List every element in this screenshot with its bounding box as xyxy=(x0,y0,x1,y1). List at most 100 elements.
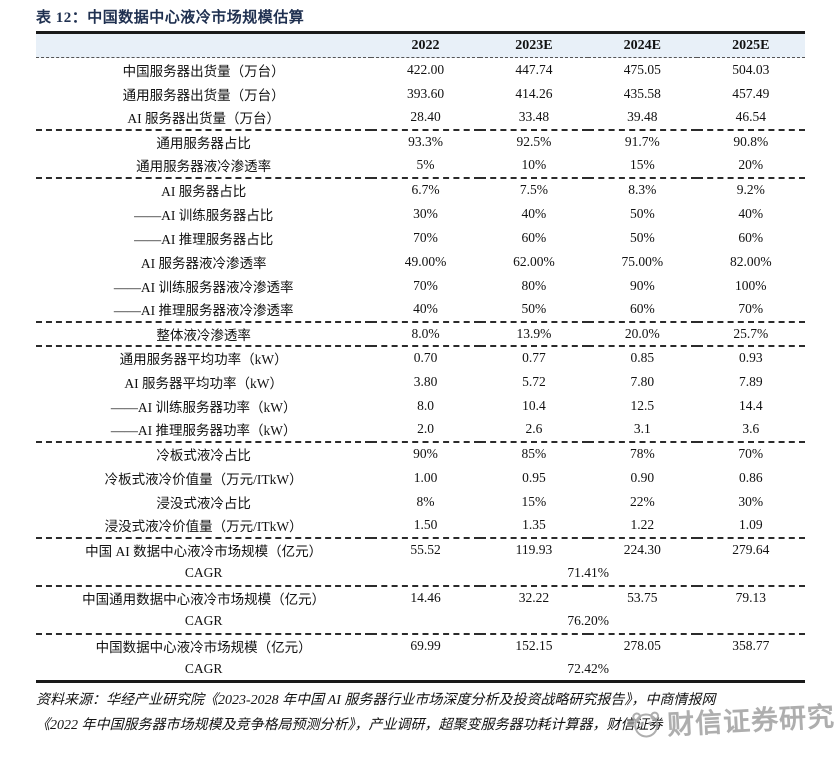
cell-value: 3.1 xyxy=(633,421,651,436)
cell-value: 15% xyxy=(521,493,547,509)
cell-value: 90.8% xyxy=(696,128,805,154)
cell-value: 393.60 xyxy=(406,85,445,101)
cagr-value: 71.41% xyxy=(567,565,609,580)
cell-value: 278.05 xyxy=(588,632,697,658)
cell-value: 30% xyxy=(738,493,764,509)
cell-value: 1.09 xyxy=(738,517,763,532)
cell-value: 3.80 xyxy=(413,373,438,389)
cell-value: 152.15 xyxy=(479,632,589,658)
row-label: 中国服务器出货量（万台） xyxy=(122,63,285,79)
cell-value: 50% xyxy=(521,301,547,316)
cell-value: 0.77 xyxy=(479,344,589,370)
header-year-2022: 2022 xyxy=(371,31,480,58)
row-label: ——AI 推理服务器占比 xyxy=(134,231,274,247)
cell-value: 8.0% xyxy=(371,320,480,346)
cell-value: 0.95 xyxy=(522,469,546,485)
cell-value: 0.90 xyxy=(630,469,655,485)
row-label: ——AI 训练服务器液冷渗透率 xyxy=(113,279,294,295)
cell-value: 40% xyxy=(738,205,764,221)
row-label: 通用服务器占比 xyxy=(36,128,372,154)
row-label: 浸没式液冷占比 xyxy=(156,495,251,511)
cell-value: 0.93 xyxy=(696,344,805,370)
cell-value: 28.40 xyxy=(410,109,441,124)
cell-value: 2.0 xyxy=(417,421,434,436)
row-label: 冷板式液冷价值量（万元/ITkW） xyxy=(104,471,303,487)
row-label: 浸没式液冷价值量（万元/ITkW） xyxy=(104,519,303,534)
cagr-value: 72.42% xyxy=(371,657,805,683)
table-row: 通用服务器占比 93.3% 92.5% 91.7% 90.8% xyxy=(36,128,805,154)
cell-value: 75.00% xyxy=(621,253,664,269)
row-label: 中国 AI 数据中心液冷市场规模（亿元） xyxy=(36,536,372,562)
header-blank-cell xyxy=(36,31,372,58)
row-label: 整体液冷渗透率 xyxy=(36,320,372,346)
row-label: AI 服务器液冷渗透率 xyxy=(140,255,267,271)
row-label: 通用服务器平均功率（kW） xyxy=(36,344,372,370)
cagr-value: 76.20% xyxy=(567,613,609,628)
table-header: 2022 2023E 2024E 2025E xyxy=(36,31,805,58)
cell-value: 8% xyxy=(416,493,435,509)
cell-value: 79.13 xyxy=(696,584,805,610)
row-label: AI 服务器出货量（万台） xyxy=(127,111,280,126)
cell-value: 358.77 xyxy=(696,632,805,658)
cell-value: 15% xyxy=(629,157,655,172)
cell-value: 475.05 xyxy=(623,61,661,77)
source-line: 《2022 年中国服务器市场规模及竞争格局预测分析》，产业调研，超聚变服务器功耗… xyxy=(36,718,663,733)
cell-value: 60% xyxy=(738,229,764,245)
cell-value: 7.5% xyxy=(479,176,589,202)
cell-value: 82.00% xyxy=(729,253,772,269)
cell-value: 279.64 xyxy=(696,536,805,562)
cell-value: 447.74 xyxy=(515,61,553,77)
cell-value: 2.6 xyxy=(525,421,543,436)
table-row: AI 服务器占比 6.7% 7.5% 8.3% 9.2% xyxy=(36,176,805,202)
cell-value: 62.00% xyxy=(513,253,555,269)
cell-value: 22% xyxy=(629,493,655,509)
row-label: CAGR xyxy=(184,565,223,580)
table-title: 表 12：中国数据中心液冷市场规模估算 xyxy=(36,10,305,26)
cell-value: 92.5% xyxy=(479,128,589,154)
row-label: ——AI 推理服务器液冷渗透率 xyxy=(113,303,294,318)
source-note: 资料来源：华经产业研究院《2023-2028 年中国 AI 服务器行业市场深度分… xyxy=(36,688,811,738)
cell-value: 5.72 xyxy=(522,373,546,389)
table-row: 整体液冷渗透率 8.0% 13.9% 20.0% 25.7% xyxy=(36,320,805,346)
cell-value: 90% xyxy=(371,440,480,466)
cell-value: 53.75 xyxy=(588,584,697,610)
cell-value: 40% xyxy=(413,301,438,316)
cell-value: 20% xyxy=(738,157,764,172)
cell-value: 40% xyxy=(521,205,547,221)
cell-value: 8.3% xyxy=(588,176,697,202)
cell-value: 20.0% xyxy=(588,320,697,346)
table-row: ——AI 训练服务器功率（kW） 8.0 10.4 12.5 14.4 xyxy=(36,394,805,418)
cell-value: 14.46 xyxy=(371,584,480,610)
row-label: CAGR xyxy=(184,613,223,628)
cell-value: 14.4 xyxy=(738,397,763,413)
cell-value: 25.7% xyxy=(696,320,805,346)
table-body: 中国服务器出货量（万台） 422.00 447.74 475.05 504.03 通用服务… xyxy=(36,58,805,683)
table-row: 浸没式液冷价值量（万元/ITkW） 1.50 1.35 1.22 1.09 xyxy=(36,514,805,538)
header-year-2024E: 2024E xyxy=(588,31,697,58)
cell-value: 7.89 xyxy=(738,373,763,389)
table-row: ——AI 训练服务器占比 30% 40% 50% 40% xyxy=(36,202,805,226)
cell-value: 33.48 xyxy=(518,109,550,124)
table-row: AI 服务器平均功率（kW） 3.80 5.72 7.80 7.89 xyxy=(36,370,805,394)
cell-value: 1.00 xyxy=(413,469,438,485)
table-row: ——AI 推理服务器液冷渗透率 40% 50% 60% 70% xyxy=(36,298,805,322)
row-label: CAGR xyxy=(36,657,372,683)
cell-value: 32.22 xyxy=(479,584,589,610)
header-year-2023E: 2023E xyxy=(479,31,589,58)
table-row: ——AI 推理服务器功率（kW） 2.0 2.6 3.1 3.6 xyxy=(36,418,805,442)
table-row: AI 服务器液冷渗透率 49.00% 62.00% 75.00% 82.00% xyxy=(36,250,805,274)
cell-value: 69.99 xyxy=(371,632,480,658)
cell-value: 3.6 xyxy=(742,421,760,436)
cell-value: 435.58 xyxy=(623,85,661,101)
row-label: ——AI 训练服务器占比 xyxy=(134,207,274,223)
row-label: 通用服务器出货量（万台） xyxy=(122,87,285,103)
cell-value: 10% xyxy=(521,157,547,172)
cell-value: 100% xyxy=(735,277,767,293)
cell-value: 10.4 xyxy=(522,397,546,413)
cell-value: 0.70 xyxy=(371,344,480,370)
cell-value: 46.54 xyxy=(735,109,766,124)
cell-value: 1.35 xyxy=(522,517,546,532)
cell-value: 70% xyxy=(413,277,438,293)
row-label: 中国通用数据中心液冷市场规模（亿元） xyxy=(36,584,372,610)
row-label: ——AI 推理服务器功率（kW） xyxy=(110,423,297,438)
